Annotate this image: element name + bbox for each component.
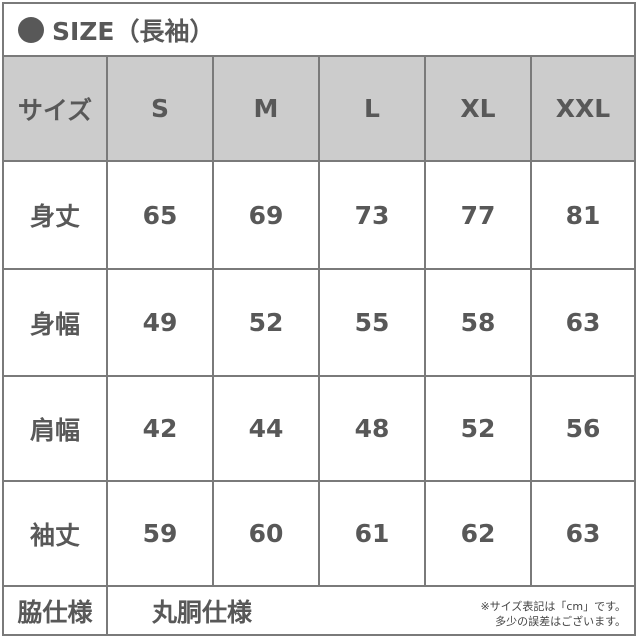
- header-size: XL: [426, 57, 532, 162]
- cell: 42: [108, 377, 214, 482]
- cell: 81: [532, 162, 634, 270]
- cell: 59: [108, 482, 214, 587]
- cell: 65: [108, 162, 214, 270]
- cell: 61: [320, 482, 426, 587]
- note-line-1: ※サイズ表記は「cm」です。: [480, 600, 626, 613]
- title-text: SIZE（長袖）: [52, 16, 215, 46]
- cell: 73: [320, 162, 426, 270]
- cell: 44: [214, 377, 320, 482]
- cell: 58: [426, 270, 532, 377]
- footer-label: 脇仕様: [4, 587, 108, 634]
- size-note: ※サイズ表記は「cm」です。 多少の誤差はございます。: [480, 599, 626, 629]
- bullet-icon: [18, 16, 44, 43]
- cell: 52: [214, 270, 320, 377]
- footer-row: 脇仕様 丸胴仕様 ※サイズ表記は「cm」です。 多少の誤差はございます。: [4, 587, 634, 634]
- cell: 48: [320, 377, 426, 482]
- footer-value: 丸胴仕様: [152, 597, 253, 627]
- cell: 77: [426, 162, 532, 270]
- chart-title: SIZE（長袖）: [4, 4, 634, 57]
- cell: 62: [426, 482, 532, 587]
- header-size: XXL: [532, 57, 634, 162]
- cell: 63: [532, 270, 634, 377]
- header-size: M: [214, 57, 320, 162]
- row-label: 袖丈: [4, 482, 108, 587]
- row-label: 身幅: [4, 270, 108, 377]
- header-label: サイズ: [4, 57, 108, 162]
- cell: 69: [214, 162, 320, 270]
- cell: 49: [108, 270, 214, 377]
- row-label: 身丈: [4, 162, 108, 270]
- size-table: サイズ S M L XL XXL 身丈 65 69 73 77 81 身幅 49…: [4, 57, 634, 587]
- footer-value-cell: 丸胴仕様 ※サイズ表記は「cm」です。 多少の誤差はございます。: [108, 587, 634, 634]
- note-line-2: 多少の誤差はございます。: [495, 615, 626, 628]
- cell: 56: [532, 377, 634, 482]
- row-label: 肩幅: [4, 377, 108, 482]
- cell: 60: [214, 482, 320, 587]
- cell: 52: [426, 377, 532, 482]
- cell: 63: [532, 482, 634, 587]
- cell: 55: [320, 270, 426, 377]
- header-size: S: [108, 57, 214, 162]
- header-size: L: [320, 57, 426, 162]
